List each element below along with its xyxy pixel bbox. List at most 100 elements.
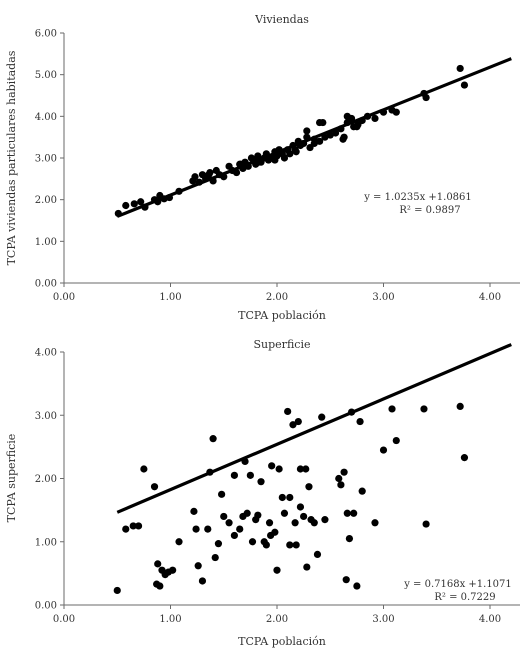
viviendas-data-point xyxy=(303,127,311,135)
viviendas-y-tick-label: 3.00 xyxy=(35,154,57,165)
viviendas-data-point xyxy=(353,123,361,131)
viviendas-data-point xyxy=(319,118,327,127)
superficie-data-point xyxy=(150,483,159,491)
superficie-x-tick-label: 4.00 xyxy=(479,614,501,625)
superficie-data-point xyxy=(113,586,121,595)
viviendas-data-point xyxy=(191,173,199,181)
superficie-data-point xyxy=(278,493,286,502)
superficie-data-point xyxy=(460,454,469,462)
viviendas-data-point xyxy=(456,64,464,73)
viviendas-y-ticks: 0.00 1.00 2.00 3.00 4.00 5.00 6.00 xyxy=(35,29,64,290)
viviendas-data-point xyxy=(339,135,347,143)
viviendas-points xyxy=(114,64,469,218)
superficie-data-point xyxy=(305,483,313,491)
superficie-title: Superficie xyxy=(254,338,311,351)
superficie-equation: y = 0.7168x +1.1071 xyxy=(403,579,512,590)
superficie-data-point xyxy=(337,481,345,489)
viviendas-data-point xyxy=(422,93,430,102)
viviendas-data-point xyxy=(137,198,145,206)
superficie-data-point xyxy=(296,503,305,511)
viviendas-data-point xyxy=(286,150,294,158)
superficie-data-point xyxy=(289,421,297,429)
superficie-data-point xyxy=(422,520,430,528)
superficie-data-point xyxy=(236,525,244,533)
superficie-data-point xyxy=(122,525,130,533)
superficie-data-point xyxy=(248,538,257,546)
superficie-data-point xyxy=(342,576,350,584)
superficie-data-point xyxy=(204,525,212,533)
viviendas-chart: Viviendas 0.00 1.00 2.00 3.00 4.00 5.00 6.00 0… xyxy=(5,13,520,322)
superficie-data-point xyxy=(190,507,198,515)
superficie-data-point xyxy=(310,519,318,527)
superficie-data-point xyxy=(140,465,148,473)
superficie-data-point xyxy=(169,566,177,574)
superficie-data-point xyxy=(267,531,275,540)
superficie-data-point xyxy=(262,541,270,549)
superficie-data-point xyxy=(218,490,226,498)
superficie-y-ticks: 0.00 1.00 2.00 3.00 4.00 xyxy=(35,348,64,612)
superficie-y-axis-label: TCPA superficie xyxy=(5,434,18,523)
superficie-data-point xyxy=(321,516,329,524)
superficie-data-point xyxy=(280,509,289,517)
superficie-y-tick-label: 1.00 xyxy=(35,537,57,548)
viviendas-data-point xyxy=(343,112,351,120)
superficie-data-point xyxy=(225,519,233,527)
superficie-y-tick-label: 2.00 xyxy=(35,474,57,485)
superficie-data-point xyxy=(214,540,223,548)
superficie-data-point xyxy=(198,577,207,585)
superficie-data-point xyxy=(456,402,464,410)
viviendas-x-tick-label: 1.00 xyxy=(159,292,181,303)
superficie-data-point xyxy=(284,407,292,416)
viviendas-r-squared: R² = 0.9897 xyxy=(399,205,460,216)
viviendas-data-point xyxy=(205,171,213,179)
superficie-x-tick-label: 0.00 xyxy=(53,614,75,625)
superficie-data-point xyxy=(379,446,388,454)
viviendas-x-tick-label: 3.00 xyxy=(372,292,394,303)
superficie-trendline xyxy=(116,343,512,514)
superficie-data-point xyxy=(194,562,202,570)
superficie-data-point xyxy=(318,413,326,421)
superficie-x-ticks: 0.00 1.00 2.00 3.00 4.00 xyxy=(53,605,501,625)
viviendas-data-point xyxy=(280,154,289,162)
superficie-data-point xyxy=(286,541,294,549)
superficie-data-point xyxy=(371,519,379,527)
viviendas-y-axis-label: TCPA viviendas particulares habitadas xyxy=(5,50,18,265)
viviendas-data-point xyxy=(130,200,138,208)
superficie-r-squared: R² = 0.7229 xyxy=(434,592,495,603)
superficie-data-point xyxy=(300,512,308,521)
viviendas-title: Viviendas xyxy=(254,13,309,26)
superficie-data-point xyxy=(246,471,254,479)
viviendas-x-tick-label: 2.00 xyxy=(266,292,288,303)
viviendas-y-tick-label: 6.00 xyxy=(35,29,57,40)
superficie-data-point xyxy=(302,465,310,473)
viviendas-trendline xyxy=(116,57,512,218)
superficie-data-point xyxy=(303,563,311,571)
superficie-data-point xyxy=(345,534,354,543)
superficie-data-point xyxy=(257,478,265,486)
superficie-data-point xyxy=(175,538,183,546)
viviendas-y-tick-label: 0.00 xyxy=(35,279,57,290)
superficie-data-point xyxy=(230,471,238,479)
superficie-data-point xyxy=(275,465,283,473)
superficie-data-point xyxy=(265,519,274,527)
superficie-data-point xyxy=(335,474,343,483)
superficie-data-point xyxy=(273,566,281,574)
superficie-y-tick-label: 3.00 xyxy=(35,411,57,422)
superficie-data-point xyxy=(243,509,251,517)
superficie-data-point xyxy=(343,509,351,517)
superficie-data-point xyxy=(292,541,300,549)
superficie-data-point xyxy=(294,417,302,426)
viviendas-data-point xyxy=(271,156,279,164)
superficie-data-point xyxy=(340,468,348,476)
superficie-data-point xyxy=(209,435,217,443)
viviendas-equation: y = 1.0235x +1.0861 xyxy=(363,192,472,203)
superficie-data-point xyxy=(358,487,366,495)
superficie-data-point xyxy=(230,531,238,540)
superficie-data-point xyxy=(353,582,361,590)
superficie-data-point xyxy=(154,560,162,568)
viviendas-y-tick-label: 4.00 xyxy=(35,112,57,123)
viviendas-data-point xyxy=(310,139,318,148)
superficie-data-point xyxy=(313,550,322,559)
viviendas-y-tick-label: 2.00 xyxy=(35,195,57,206)
